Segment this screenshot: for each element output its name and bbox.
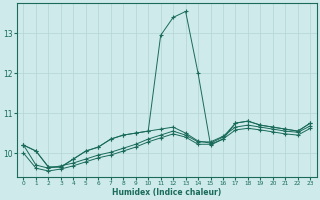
X-axis label: Humidex (Indice chaleur): Humidex (Indice chaleur) <box>112 188 221 197</box>
